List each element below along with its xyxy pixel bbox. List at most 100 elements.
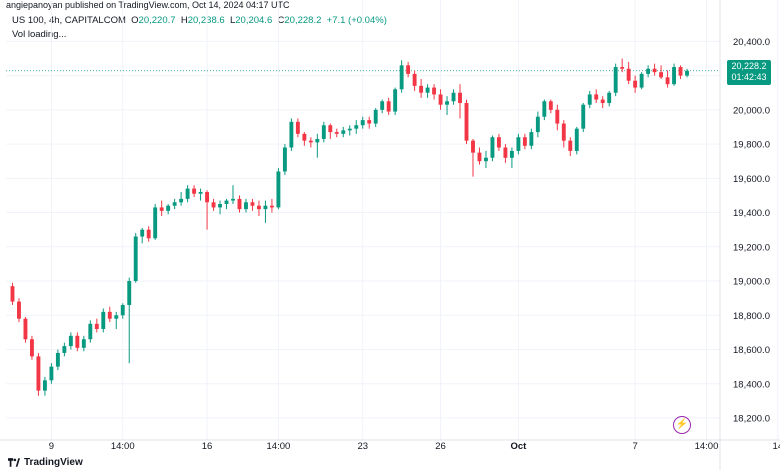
candle-body bbox=[529, 132, 534, 146]
x-tick-label: 9 bbox=[49, 441, 54, 452]
y-tick-label: 18,600.0 bbox=[733, 345, 770, 356]
y-tick-label: 19,000.0 bbox=[733, 277, 770, 288]
candle-body bbox=[542, 101, 547, 117]
candle-body bbox=[678, 67, 683, 76]
candle-body bbox=[471, 140, 475, 153]
x-tick-label: 16 bbox=[202, 441, 213, 452]
x-tick-label: 14 bbox=[773, 441, 780, 452]
y-tick-label: 20,400.0 bbox=[733, 37, 770, 48]
candle-body bbox=[101, 311, 106, 329]
candle-body bbox=[153, 207, 158, 239]
y-tick-label: 19,200.0 bbox=[733, 242, 770, 253]
candle-body bbox=[522, 137, 527, 146]
candle-body bbox=[620, 67, 625, 69]
candle-body bbox=[308, 140, 313, 143]
candle-body bbox=[503, 147, 508, 158]
candle-body bbox=[127, 281, 132, 306]
candle-body bbox=[555, 109, 560, 124]
candle-body bbox=[218, 204, 222, 208]
volume-legend[interactable]: Vol loading... bbox=[12, 29, 67, 40]
x-tick-label: 14:00 bbox=[695, 441, 719, 452]
candle-body bbox=[535, 116, 540, 133]
y-tick-label: 19,600.0 bbox=[733, 174, 770, 185]
candle-body bbox=[652, 68, 657, 73]
candle-body bbox=[205, 192, 210, 203]
candle-body bbox=[659, 72, 664, 78]
candle-body bbox=[29, 339, 34, 357]
candle-body bbox=[399, 65, 404, 90]
candle-body bbox=[192, 188, 197, 194]
candle-body bbox=[81, 339, 86, 348]
candle-body bbox=[321, 125, 326, 139]
candle-body bbox=[257, 205, 261, 210]
candle-body bbox=[367, 120, 372, 124]
candle-body bbox=[412, 73, 417, 86]
candle-body bbox=[665, 77, 670, 85]
candle-body bbox=[263, 205, 268, 210]
candle-body bbox=[341, 130, 346, 134]
candle-body bbox=[94, 323, 99, 329]
candle-body bbox=[62, 346, 67, 353]
candle-body bbox=[406, 65, 411, 74]
last-price-tag: 20,228.2 01:42:43 bbox=[727, 60, 771, 85]
candle-body bbox=[140, 229, 145, 237]
candle-body bbox=[133, 236, 138, 282]
candle-body bbox=[613, 67, 618, 93]
candle-body bbox=[672, 67, 677, 85]
candle-body bbox=[600, 99, 605, 103]
candle-body bbox=[88, 323, 93, 340]
tradingview-logo-icon bbox=[8, 458, 20, 467]
lightning-icon[interactable]: ⚡ bbox=[673, 416, 691, 434]
candle-body bbox=[237, 198, 242, 210]
y-tick-label: 18,800.0 bbox=[733, 311, 770, 322]
candle-body bbox=[159, 207, 164, 211]
candle-body bbox=[75, 335, 80, 348]
candle-body bbox=[516, 137, 521, 151]
candle-body bbox=[484, 157, 488, 162]
candle-body bbox=[373, 109, 378, 124]
candle-body bbox=[334, 132, 339, 134]
candle-body bbox=[568, 140, 573, 151]
candle-body bbox=[211, 202, 216, 208]
candle-body bbox=[276, 171, 281, 208]
candle-body bbox=[685, 70, 689, 76]
candle-body bbox=[354, 125, 359, 129]
ohlc-open: O20,220.7 bbox=[131, 15, 176, 26]
last-price-value: 20,228.2 bbox=[731, 61, 767, 71]
candle-body bbox=[55, 352, 60, 367]
ohlc-change: +7.1 (+0.04%) bbox=[326, 15, 387, 26]
candle-body bbox=[574, 128, 579, 151]
candle-body bbox=[172, 202, 177, 206]
candle-body bbox=[561, 123, 566, 141]
candle-body bbox=[425, 87, 430, 93]
candle-body bbox=[114, 315, 119, 319]
tradingview-brand[interactable]: TradingView bbox=[8, 457, 83, 468]
candle-body bbox=[231, 198, 235, 201]
candle-body bbox=[179, 198, 184, 203]
candle-body bbox=[347, 128, 352, 131]
candle-body bbox=[587, 94, 592, 105]
candle-body bbox=[464, 102, 469, 141]
y-tick-label: 20,000.0 bbox=[733, 105, 770, 116]
candle-body bbox=[315, 138, 320, 143]
candle-body bbox=[646, 68, 651, 74]
candle-body bbox=[282, 147, 287, 172]
candle-body bbox=[490, 137, 495, 158]
candle-body bbox=[17, 301, 21, 319]
y-tick-label: 18,200.0 bbox=[733, 414, 770, 425]
x-tick-label: 14:00 bbox=[111, 441, 135, 452]
candle-body bbox=[445, 101, 449, 105]
x-tick-label: 26 bbox=[435, 441, 446, 452]
symbol-legend: US 100, 4h, CAPITALCOM O20,220.7 H20,238… bbox=[12, 15, 387, 26]
candle-body bbox=[68, 335, 73, 347]
candle-body bbox=[36, 356, 41, 391]
publisher-line: angiepanoyan published on TradingView.co… bbox=[6, 0, 290, 10]
brand-name: TradingView bbox=[24, 457, 83, 468]
candle-body bbox=[380, 101, 385, 110]
candle-body bbox=[607, 92, 612, 103]
symbol-label[interactable]: US 100, 4h, CAPITALCOM bbox=[12, 15, 126, 26]
candle-body bbox=[107, 311, 112, 319]
ohlc-high: H20,238.6 bbox=[180, 15, 225, 26]
candle-body bbox=[244, 202, 248, 210]
